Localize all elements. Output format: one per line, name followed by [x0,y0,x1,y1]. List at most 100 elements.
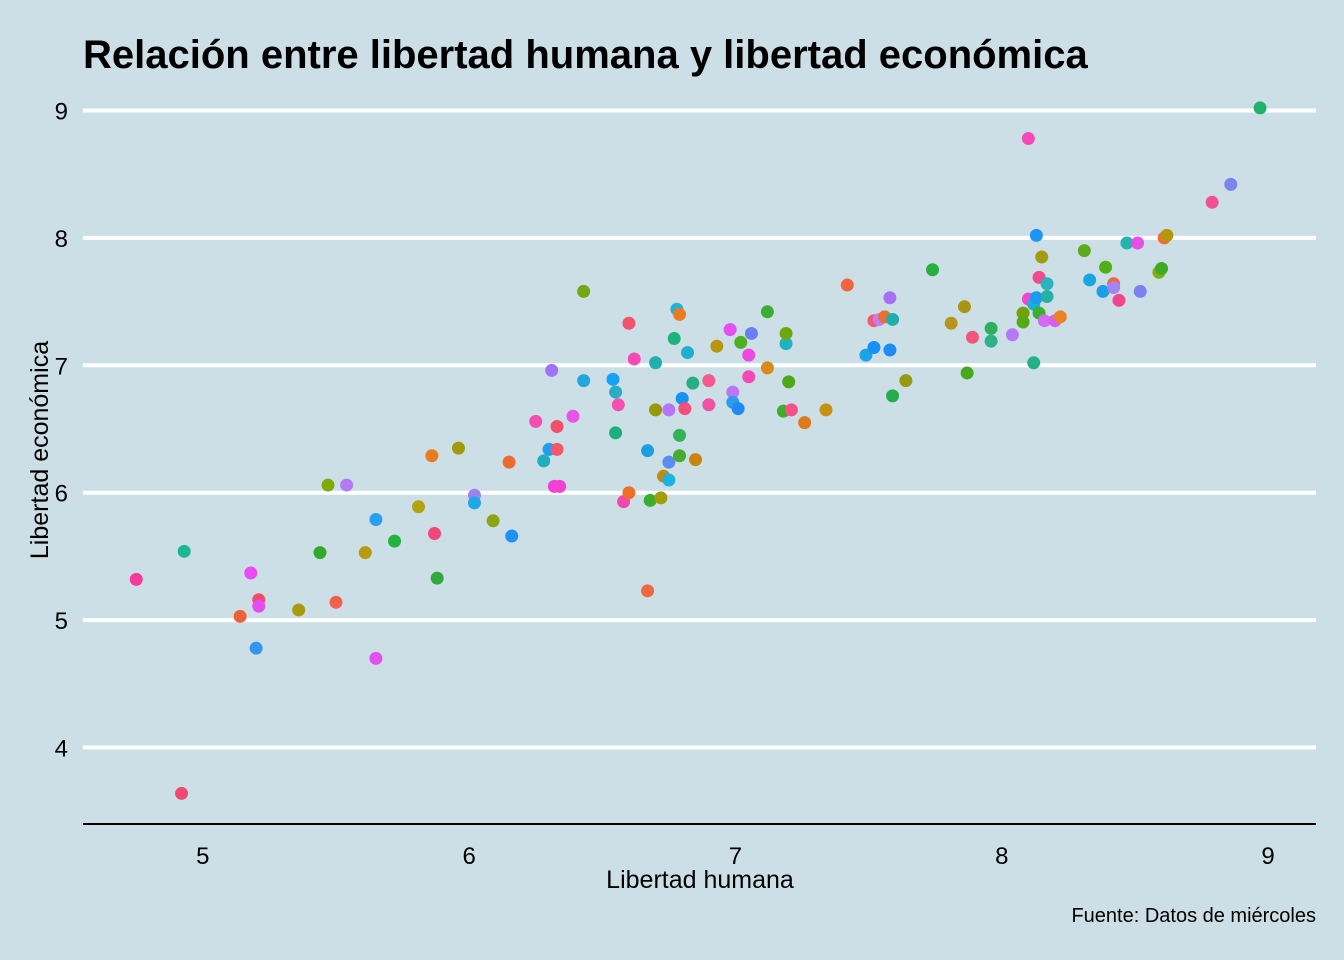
caption: Fuente: Datos de miércoles [1071,905,1316,927]
data-point [430,571,444,585]
data-point [505,529,519,543]
y-tick-label: 6 [55,481,68,508]
data-point [313,546,327,560]
data-point [643,493,657,507]
data-point [545,363,559,377]
data-point [1112,293,1126,307]
y-tick-label: 4 [55,736,68,763]
data-point [1120,236,1134,250]
data-point [957,300,971,314]
data-point [1005,328,1019,342]
data-point [412,500,426,514]
data-point [233,609,247,623]
data-point [883,291,897,305]
data-point [1037,314,1051,328]
data-point [622,316,636,330]
y-tick-labels: 4 5 6 7 8 9 [55,98,68,762]
data-point [662,473,676,487]
data-point [1083,273,1097,287]
data-point [742,348,756,362]
data-point [662,403,676,417]
gridlines [83,108,1316,750]
data-points [129,101,1267,800]
data-point [1133,284,1147,298]
data-point [1205,195,1219,209]
data-point [537,454,551,468]
data-point [883,343,897,357]
data-point [566,409,580,423]
data-point [425,449,439,463]
data-point [886,312,900,326]
data-point [899,374,913,388]
data-point [340,478,354,492]
data-point [577,284,591,298]
data-point [819,403,833,417]
data-point [760,361,774,375]
data-point [1253,101,1267,115]
data-point [1107,281,1121,295]
data-point [622,486,636,500]
data-point [760,305,774,319]
data-point [673,449,687,463]
data-point [686,376,700,390]
data-point [723,323,737,337]
data-point [960,366,974,380]
data-point [467,496,481,510]
x-tick-label: 9 [1261,843,1274,870]
data-point [641,444,655,458]
data-point [702,374,716,388]
data-point [553,479,567,493]
data-point [689,453,703,467]
data-point [886,389,900,403]
data-point [798,416,812,430]
data-point [177,544,191,558]
data-point [1224,177,1238,191]
x-tick-labels: 5 6 7 8 9 [196,843,1275,870]
data-point [1027,356,1041,370]
data-point [1099,260,1113,274]
data-point [1021,132,1035,146]
data-point [649,356,663,370]
x-axis-title: Libertad humana [606,866,794,894]
data-point [1160,228,1174,242]
data-point [486,514,500,528]
data-point [244,566,258,580]
data-point [1155,261,1169,275]
data-point [175,786,189,800]
data-point [726,385,740,399]
data-point [1131,236,1145,250]
data-point [609,426,623,440]
data-point [984,321,998,335]
data-point [388,534,402,548]
data-point [550,442,564,456]
data-point [292,603,306,617]
data-point [675,391,689,405]
x-tick-label: 8 [995,843,1008,870]
data-point [369,651,383,665]
data-point [321,478,335,492]
data-point [1029,291,1043,305]
x-tick-label: 7 [729,843,742,870]
x-tick-label: 5 [196,843,209,870]
data-point [673,307,687,321]
data-point [1035,250,1049,264]
data-point [1053,310,1067,324]
data-point [577,374,591,388]
data-point [678,402,692,416]
chart-title: Relación entre libertad humana y liberta… [83,33,1088,77]
data-point [428,526,442,540]
data-point [710,339,724,353]
data-point [252,599,266,613]
data-point [742,370,756,384]
data-point [681,346,695,360]
data-point [502,455,516,469]
y-tick-label: 7 [55,353,68,380]
data-point [840,278,854,292]
data-point [782,375,796,389]
data-point [944,316,958,330]
data-point [529,414,543,428]
data-point [744,326,758,340]
data-point [965,330,979,344]
